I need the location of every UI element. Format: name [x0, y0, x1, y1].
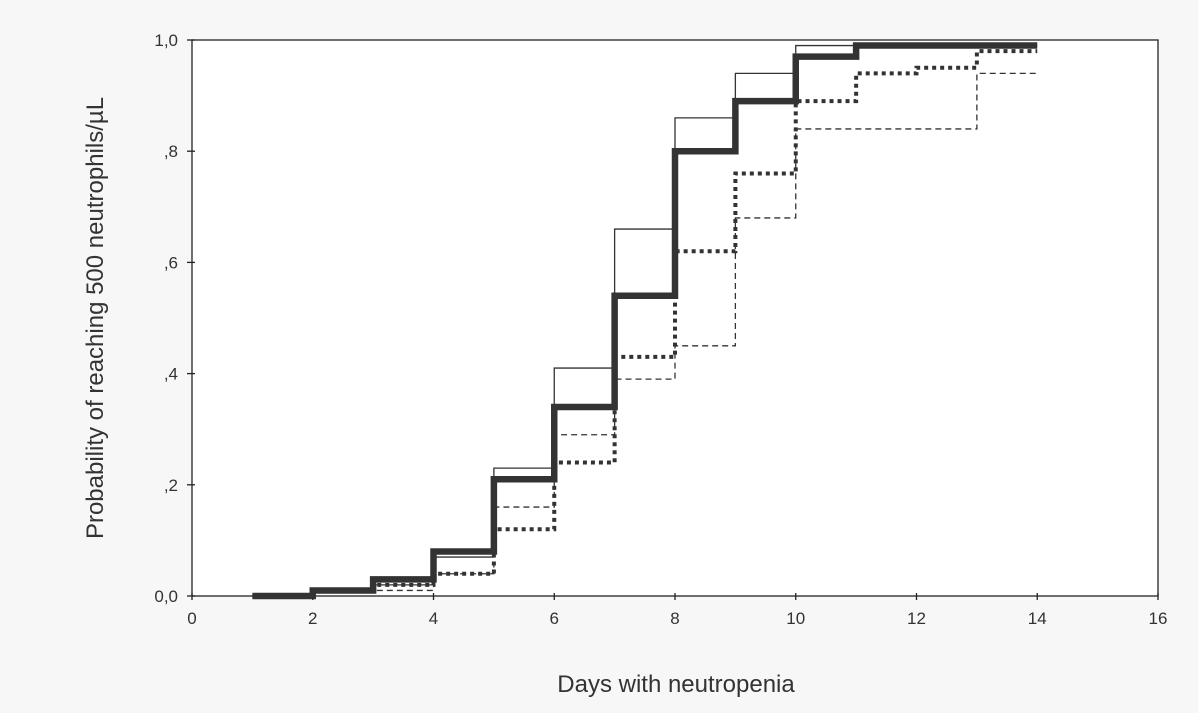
y-tick-label: ,8 — [164, 142, 178, 161]
x-tick-label: 14 — [1028, 609, 1047, 628]
x-tick-label: 16 — [1149, 609, 1168, 628]
y-tick-label: ,6 — [164, 253, 178, 272]
x-tick-label: 10 — [786, 609, 805, 628]
x-tick-label: 4 — [429, 609, 438, 628]
axes: 0 2 4 6 8 10 12 14 16 0,0 ,2 ,4 ,6 ,8 1,0 — [154, 31, 1167, 628]
y-tick-label: ,2 — [164, 476, 178, 495]
series-thick-solid — [252, 42, 1038, 600]
y-tick-label: 0,0 — [154, 587, 178, 606]
x-tick-label: 2 — [308, 609, 317, 628]
y-axis-title: Probability of reaching 500 neutrophils/… — [82, 97, 109, 539]
y-tick-label: ,4 — [164, 365, 178, 384]
x-axis-title: Days with neutropenia — [557, 671, 795, 698]
y-tick-label: 1,0 — [154, 31, 178, 50]
x-tick-label: 6 — [550, 609, 559, 628]
x-tick-label: 12 — [907, 609, 926, 628]
x-tick-label: 0 — [187, 609, 196, 628]
series-thick-dotted — [252, 49, 1038, 598]
x-tick-label: 8 — [670, 609, 679, 628]
series-group — [252, 42, 1038, 600]
